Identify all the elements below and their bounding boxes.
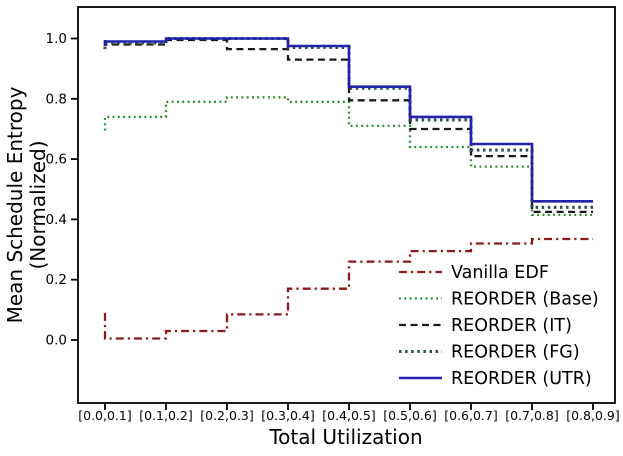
legend-label: REORDER (IT) bbox=[451, 316, 572, 336]
y-axis-title-line1: Mean Schedule Entropy bbox=[3, 86, 27, 323]
legend-label: REORDER (FG) bbox=[451, 343, 580, 363]
x-tick-label: [0.7,0.8] bbox=[505, 408, 559, 423]
y-axis-title: Mean Schedule Entropy (Normalized) bbox=[3, 86, 50, 323]
y-tick-label: 0.2 bbox=[46, 272, 67, 288]
legend-entry: Vanilla EDF bbox=[399, 263, 549, 283]
x-axis-ticks: [0.0,0.1] [0.1,0.2] [0.2,0.3] [0.3,0.4] [0.4… bbox=[78, 403, 620, 423]
series-line-vanilla-edf bbox=[103, 237, 593, 340]
y-axis-title-line2: (Normalized) bbox=[26, 140, 50, 269]
series-line-reorder-it bbox=[103, 38, 593, 214]
legend-entry: REORDER (FG) bbox=[399, 343, 580, 363]
x-tick-label: [0.8,0.9] bbox=[566, 408, 620, 423]
y-tick-label: 1.0 bbox=[46, 31, 67, 47]
x-axis-title: Total Utilization bbox=[268, 425, 422, 449]
y-tick-label: 0.8 bbox=[46, 91, 67, 107]
x-tick-label: [0.6,0.7] bbox=[444, 408, 498, 423]
legend-label: REORDER (UTR) bbox=[451, 369, 592, 389]
y-axis-ticks: 0.0 0.2 0.4 0.6 0.8 1.0 bbox=[46, 31, 78, 349]
legend-label: Vanilla EDF bbox=[451, 263, 549, 283]
x-tick-label: [0.2,0.3] bbox=[200, 408, 254, 423]
y-tick-label: 0.4 bbox=[46, 212, 67, 228]
legend-label: REORDER (Base) bbox=[451, 290, 599, 310]
y-tick-label: 0.0 bbox=[46, 333, 67, 349]
series-line-reorder-base bbox=[103, 96, 593, 217]
series-line-reorder-utr bbox=[103, 37, 593, 203]
legend-entry: REORDER (Base) bbox=[399, 290, 599, 310]
series-lines bbox=[103, 36, 593, 340]
legend-entry: REORDER (IT) bbox=[399, 316, 572, 336]
y-tick-label: 0.6 bbox=[46, 152, 67, 168]
legend: Vanilla EDF REORDER (Base) REORDER (IT) REO… bbox=[399, 263, 599, 389]
x-tick-label: [0.3,0.4] bbox=[261, 408, 315, 423]
x-tick-label: [0.0,0.1] bbox=[78, 408, 132, 423]
x-tick-label: [0.4,0.5] bbox=[322, 408, 376, 423]
legend-entry: REORDER (UTR) bbox=[399, 369, 592, 389]
x-tick-label: [0.5,0.6] bbox=[383, 408, 437, 423]
plot-area bbox=[77, 6, 616, 404]
x-tick-label: [0.1,0.2] bbox=[139, 408, 193, 423]
